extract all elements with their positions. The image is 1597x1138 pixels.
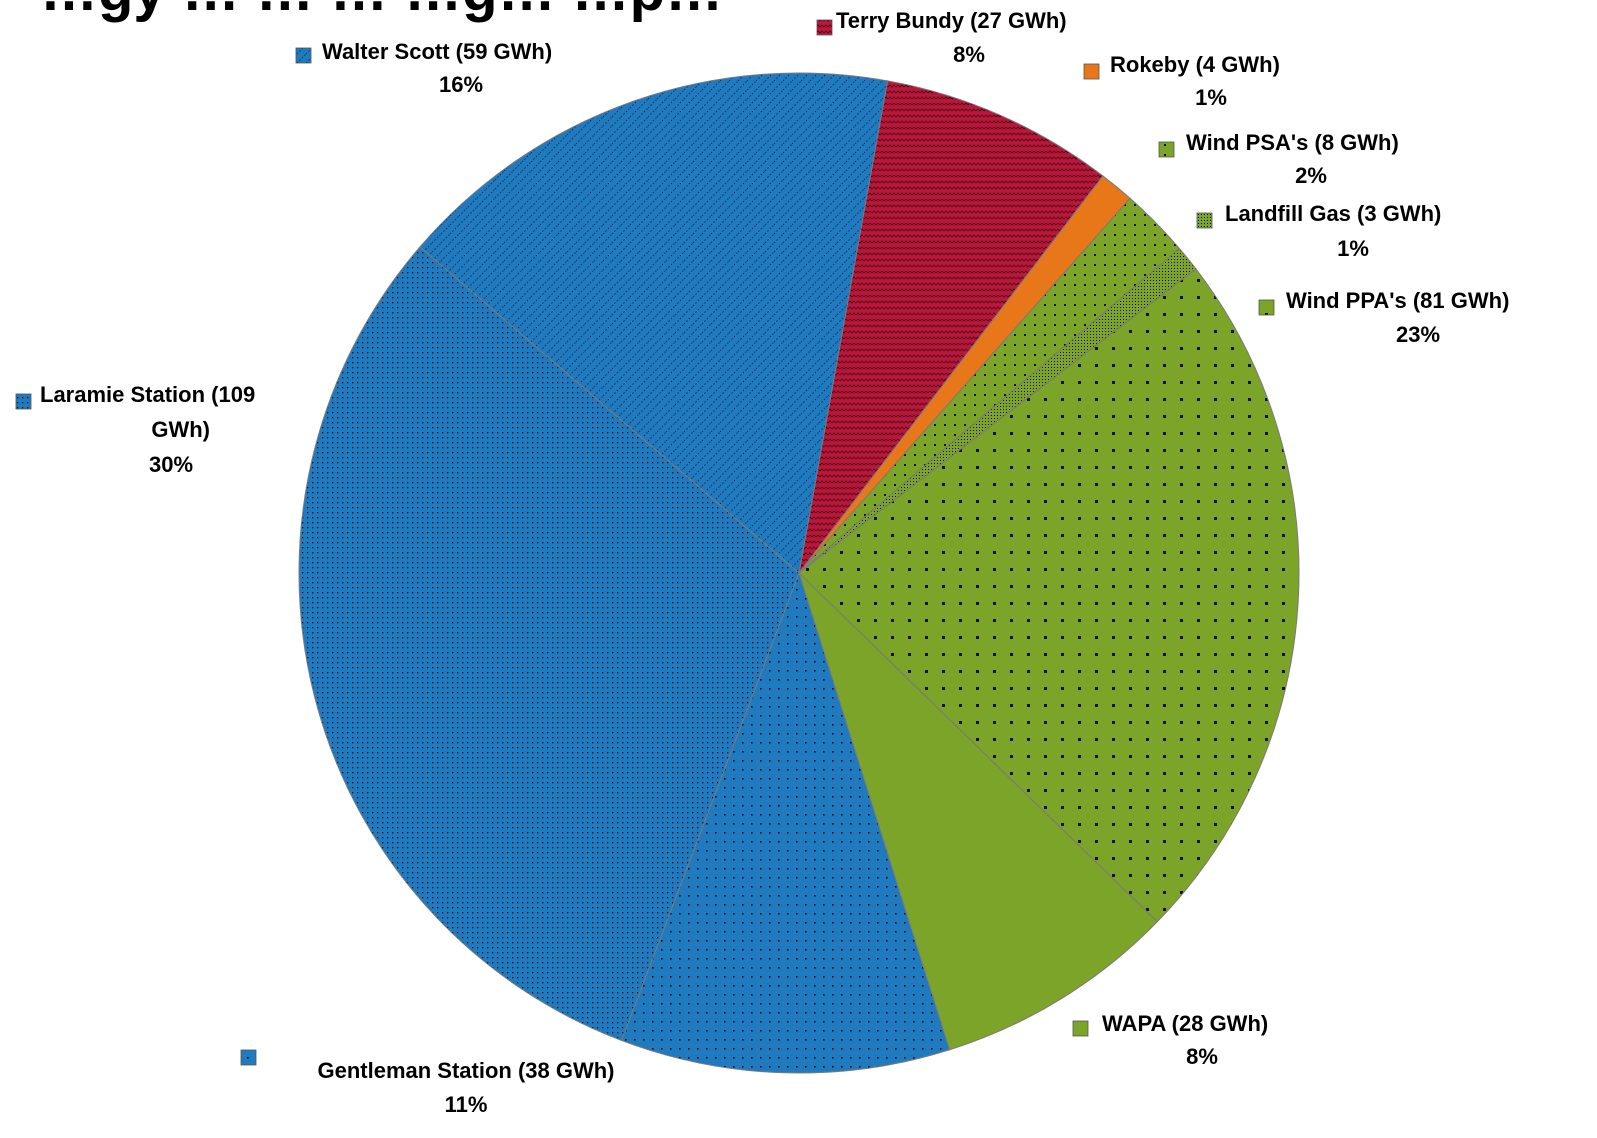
legend-marker-laramie-station [15, 393, 32, 410]
label-percent-landfill-gas: 1% [1337, 236, 1369, 261]
label-name-wind-ppa-s: Wind PPA's (81 GWh) [1286, 288, 1509, 313]
slice-wind-ppa-s [798, 268, 1300, 923]
label-name-walter-scott: Walter Scott (59 GWh) [322, 39, 552, 64]
label-landfill-gas: Landfill Gas (3 GWh) 1% [1196, 201, 1441, 261]
slice-walter-scott [419, 72, 889, 574]
label-gentleman-station: Gentleman Station (38 GWh) 11% [240, 1049, 615, 1117]
label-laramie-station: Laramie Station (109 GWh) 30% [15, 382, 255, 477]
chart-title: …gy … … … …g… …p… [40, 0, 723, 23]
legend-marker-terry-bundy [816, 19, 833, 36]
label-percent-gentleman-station: 11% [445, 1092, 488, 1117]
label-name-landfill-gas: Landfill Gas (3 GWh) [1225, 201, 1441, 226]
legend-marker-landfill-gas [1196, 212, 1213, 229]
slice-laramie-station [298, 246, 800, 1042]
label-rokeby: Rokeby (4 GWh) 1% [1083, 52, 1280, 110]
label-name-wapa: WAPA (28 GWh) [1102, 1011, 1268, 1036]
label-percent-laramie-station: 30% [149, 452, 193, 477]
slice-gentleman-station [620, 571, 951, 1074]
legend-marker-wind-psa-s [1158, 141, 1175, 158]
label-percent-wapa: 8% [1186, 1044, 1218, 1069]
label-name-terry-bundy: Terry Bundy (27 GWh) [836, 8, 1067, 33]
pie-labels: Terry Bundy (27 GWh) 8% Rokeby (4 GWh) 1% Wi… [15, 8, 1509, 1117]
label-percent-wind-psa-s: 2% [1295, 163, 1327, 188]
label-walter-scott: Walter Scott (59 GWh) 16% [295, 39, 552, 97]
label-name-rokeby: Rokeby (4 GWh) [1110, 52, 1280, 77]
label-percent-terry-bundy: 8% [953, 42, 985, 67]
label-wapa: WAPA (28 GWh) 8% [1072, 1011, 1268, 1069]
label-name-gentleman-station: Gentleman Station (38 GWh) [317, 1058, 614, 1083]
legend-marker-gentleman-station [240, 1049, 257, 1066]
label-wind-ppa-s: Wind PPA's (81 GWh) 23% [1258, 288, 1509, 347]
legend-marker-wind-ppa-s [1258, 299, 1275, 316]
pie-slices [298, 72, 1300, 1074]
slice-terry-bundy [798, 80, 1104, 574]
label-terry-bundy: Terry Bundy (27 GWh) 8% [816, 8, 1067, 67]
label-name-wind-psa-s: Wind PSA's (8 GWh) [1186, 130, 1399, 155]
slice-wapa [798, 572, 1158, 1051]
legend-marker-walter-scott [295, 47, 312, 64]
legend-marker-wapa [1072, 1020, 1089, 1037]
label-wind-psa-s: Wind PSA's (8 GWh) 2% [1158, 130, 1399, 188]
label-percent-walter-scott: 16% [439, 72, 483, 97]
label-percent-rokeby: 1% [1195, 85, 1227, 110]
legend-marker-rokeby [1083, 63, 1100, 80]
label-name-laramie-station: Laramie Station (109 [40, 382, 255, 407]
label-name-line2-laramie-station: GWh) [151, 417, 210, 442]
label-percent-wind-ppa-s: 23% [1396, 322, 1440, 347]
